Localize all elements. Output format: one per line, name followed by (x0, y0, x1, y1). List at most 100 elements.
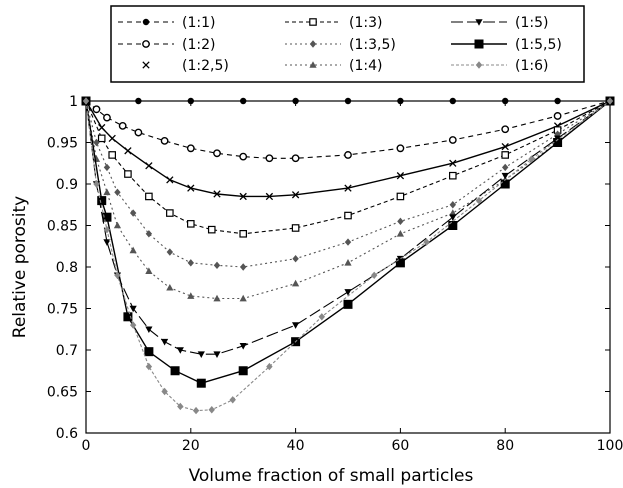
series-2 (82, 97, 614, 163)
data-point (343, 299, 353, 309)
data-point (177, 402, 184, 411)
data-point (145, 230, 153, 238)
data-point (291, 154, 300, 163)
legend-item: (1:3,5) (285, 37, 396, 53)
data-point (208, 406, 215, 414)
data-point (501, 142, 509, 151)
data-point (123, 312, 133, 322)
data-point (240, 263, 247, 271)
data-point (500, 179, 510, 189)
data-point (161, 338, 169, 346)
y-tick-label: 0.65 (47, 385, 78, 401)
data-point (344, 184, 352, 192)
data-point (229, 396, 236, 404)
x-tick-label: 80 (496, 438, 514, 454)
data-point (135, 97, 142, 105)
data-point (213, 190, 221, 198)
legend-item: (1:2) (118, 37, 215, 53)
data-point (145, 362, 153, 371)
data-point (187, 97, 194, 105)
legend: (1:1) (1:2) (1:2,5) (1:3) (1:3,5) (1:4) (1:5) (… (118, 15, 562, 74)
data-point (396, 192, 405, 201)
data-point (448, 136, 457, 144)
data-point (553, 112, 562, 120)
data-point (145, 267, 153, 274)
data-point (124, 147, 132, 155)
data-point (145, 162, 153, 170)
data-point (82, 97, 90, 105)
data-point (213, 294, 221, 302)
data-point (265, 192, 274, 201)
legend-label: (1:5) (515, 15, 548, 31)
data-point (103, 188, 111, 196)
data-point (114, 271, 121, 279)
series-line (85, 100, 611, 198)
series-line (85, 100, 611, 159)
legend-marker (309, 61, 317, 68)
data-point (103, 239, 111, 246)
data-point (118, 122, 127, 130)
series-3 (82, 97, 614, 201)
y-tick-label: 0.95 (47, 136, 78, 152)
x-tick-label: 20 (182, 438, 200, 454)
data-point (145, 192, 153, 201)
data-point (291, 191, 300, 199)
data-point (397, 217, 404, 226)
data-point (292, 255, 299, 263)
data-point (501, 172, 509, 180)
data-point (114, 188, 121, 196)
axis-ticks: 0 20 40 60 80 100 0.6 0.65 0.7 0.75 0.8 0.85 0.9 0.95… (47, 94, 623, 454)
data-point (502, 97, 509, 105)
data-point (166, 209, 174, 217)
plot-area (85, 100, 611, 434)
data-point (124, 170, 132, 178)
series-5 (82, 97, 614, 271)
data-point (108, 151, 117, 159)
data-point (449, 171, 457, 180)
data-point (240, 97, 247, 105)
legend-label: (1:3) (349, 15, 382, 31)
data-point (187, 259, 194, 267)
legend-marker (474, 39, 484, 49)
x-tick-label: 60 (391, 438, 409, 454)
series-6 (82, 97, 614, 302)
data-point (129, 305, 137, 313)
data-point (166, 248, 174, 256)
data-point (113, 221, 122, 229)
x-tick-label: 100 (597, 438, 623, 454)
legend-marker (475, 19, 483, 26)
data-point (103, 163, 111, 172)
data-point (292, 97, 299, 105)
data-point (397, 97, 404, 105)
data-point (291, 224, 300, 232)
data-point (502, 163, 509, 172)
data-point (449, 159, 457, 167)
legend-label: (1:2,5) (182, 58, 229, 74)
legend-marker (309, 18, 317, 26)
data-point (371, 271, 378, 279)
x-axis-label: Volume fraction of small particles (189, 466, 474, 486)
data-point (475, 196, 483, 205)
series-line (85, 100, 611, 235)
data-point (187, 184, 195, 192)
data-point (213, 149, 221, 158)
data-point (145, 326, 153, 334)
x-tick-label: 40 (287, 438, 305, 454)
data-point (239, 192, 247, 201)
data-point (187, 220, 195, 228)
data-point (196, 378, 206, 388)
data-point (318, 313, 325, 321)
y-tick-label: 0.75 (47, 302, 78, 318)
legend-label: (1:6) (515, 58, 548, 74)
data-point (97, 196, 107, 206)
data-point (344, 151, 352, 159)
data-point (186, 144, 195, 153)
data-point (98, 123, 106, 132)
data-point (396, 144, 405, 153)
data-point (239, 294, 247, 302)
data-point (501, 151, 510, 159)
data-point (166, 176, 174, 184)
data-point (93, 138, 100, 147)
legend-item: (1:4) (285, 58, 382, 74)
